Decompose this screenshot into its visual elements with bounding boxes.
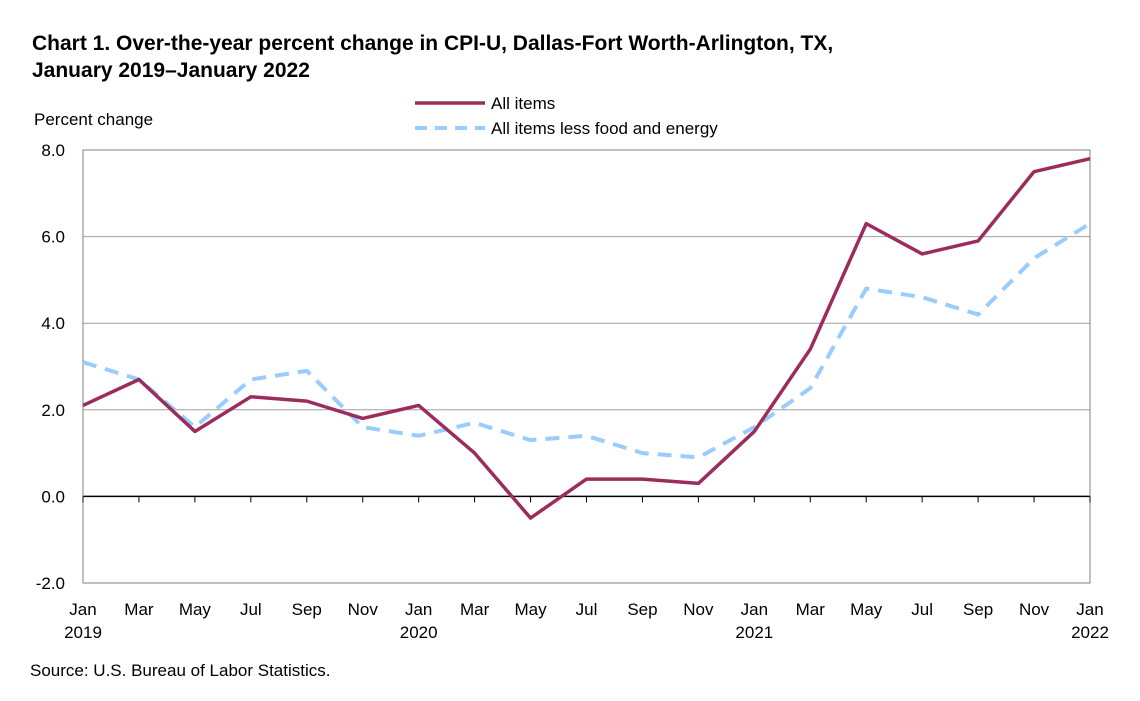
y-axis-label: Percent change: [34, 110, 154, 129]
x-tick-label: Sep: [627, 600, 657, 619]
x-tick-label: Jan: [1076, 600, 1103, 619]
series-line-core: [82, 221, 1092, 460]
source-note: Source: U.S. Bureau of Labor Statistics.: [30, 661, 331, 680]
series-line-all-items: [82, 156, 1091, 520]
title-line-2: January 2019–January 2022: [32, 59, 310, 82]
x-tick-label: Sep: [963, 600, 993, 619]
x-tick-label: May: [514, 600, 547, 619]
y-tick-label: 4.0: [41, 314, 65, 333]
x-tick-label: Jul: [911, 600, 933, 619]
x-tick-label: May: [850, 600, 883, 619]
x-tick-label: Jul: [240, 600, 262, 619]
x-tick-label: Mar: [796, 600, 826, 619]
x-tick-label: May: [179, 600, 212, 619]
x-tick-label: Jan: [69, 600, 96, 619]
x-tick-year: 2022: [1071, 623, 1109, 642]
y-tick-label: 0.0: [41, 487, 65, 506]
x-tick-label: Nov: [1019, 600, 1050, 619]
x-tick-label: Jul: [576, 600, 598, 619]
x-tick-label: Mar: [124, 600, 154, 619]
x-tick-year: 2019: [64, 623, 102, 642]
x-tick-year: 2020: [400, 623, 438, 642]
x-tick-label: Jan: [741, 600, 768, 619]
title-line-1: Chart 1. Over-the-year percent change in…: [32, 32, 834, 55]
chart-title: Chart 1. Over-the-year percent change in…: [32, 30, 833, 84]
x-tick-label: Sep: [292, 600, 322, 619]
x-tick-label: Nov: [348, 600, 379, 619]
legend-label: All items: [491, 94, 555, 113]
legend-label: All items less food and energy: [491, 119, 718, 138]
y-tick-label: 6.0: [41, 228, 65, 247]
x-tick-year: 2021: [735, 623, 773, 642]
y-tick-label: -2.0: [36, 574, 65, 593]
x-tick-label: Nov: [683, 600, 714, 619]
y-tick-label: 8.0: [41, 141, 65, 160]
plot-frame: [82, 149, 1091, 584]
x-tick-label: Jan: [405, 600, 432, 619]
x-tick-label: Mar: [460, 600, 490, 619]
y-tick-label: 2.0: [41, 401, 65, 420]
